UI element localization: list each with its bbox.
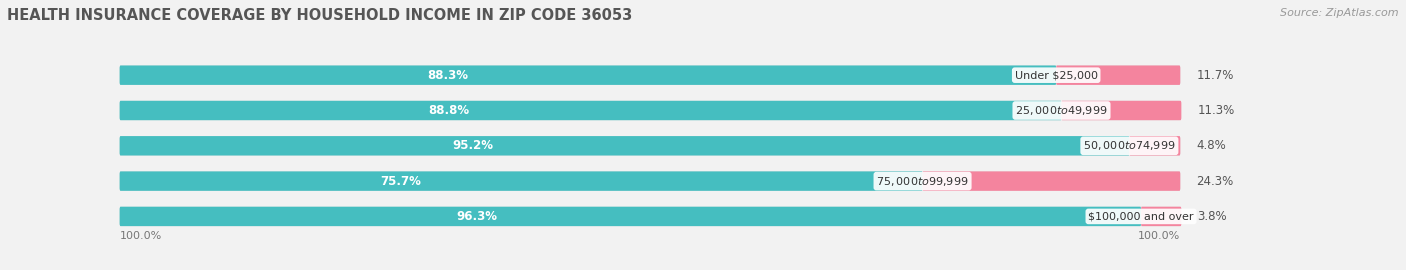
Text: 4.8%: 4.8% <box>1197 139 1226 152</box>
Text: 11.3%: 11.3% <box>1198 104 1234 117</box>
Text: 96.3%: 96.3% <box>457 210 498 223</box>
FancyBboxPatch shape <box>1142 207 1181 226</box>
Text: 95.2%: 95.2% <box>453 139 494 152</box>
FancyBboxPatch shape <box>120 136 1129 156</box>
Text: 100.0%: 100.0% <box>1137 231 1180 241</box>
FancyBboxPatch shape <box>120 101 1180 120</box>
Legend: With Coverage, Without Coverage: With Coverage, Without Coverage <box>572 267 834 270</box>
FancyBboxPatch shape <box>120 171 922 191</box>
FancyBboxPatch shape <box>1056 65 1180 85</box>
Text: 3.8%: 3.8% <box>1198 210 1227 223</box>
Text: 100.0%: 100.0% <box>120 231 162 241</box>
FancyBboxPatch shape <box>120 207 1180 226</box>
FancyBboxPatch shape <box>120 207 1142 226</box>
FancyBboxPatch shape <box>1062 101 1181 120</box>
Text: HEALTH INSURANCE COVERAGE BY HOUSEHOLD INCOME IN ZIP CODE 36053: HEALTH INSURANCE COVERAGE BY HOUSEHOLD I… <box>7 8 633 23</box>
Text: $100,000 and over: $100,000 and over <box>1088 211 1194 221</box>
FancyBboxPatch shape <box>922 171 1180 191</box>
Text: Under $25,000: Under $25,000 <box>1015 70 1098 80</box>
Text: Source: ZipAtlas.com: Source: ZipAtlas.com <box>1281 8 1399 18</box>
FancyBboxPatch shape <box>120 136 1180 156</box>
FancyBboxPatch shape <box>120 65 1180 85</box>
Text: $75,000 to $99,999: $75,000 to $99,999 <box>876 175 969 188</box>
Text: $50,000 to $74,999: $50,000 to $74,999 <box>1083 139 1175 152</box>
Text: 88.3%: 88.3% <box>427 69 468 82</box>
Text: 11.7%: 11.7% <box>1197 69 1233 82</box>
Text: 24.3%: 24.3% <box>1197 175 1233 188</box>
Text: 75.7%: 75.7% <box>380 175 420 188</box>
FancyBboxPatch shape <box>1129 136 1180 156</box>
FancyBboxPatch shape <box>120 65 1056 85</box>
FancyBboxPatch shape <box>120 171 1180 191</box>
FancyBboxPatch shape <box>120 101 1062 120</box>
Text: $25,000 to $49,999: $25,000 to $49,999 <box>1015 104 1108 117</box>
Text: 88.8%: 88.8% <box>429 104 470 117</box>
